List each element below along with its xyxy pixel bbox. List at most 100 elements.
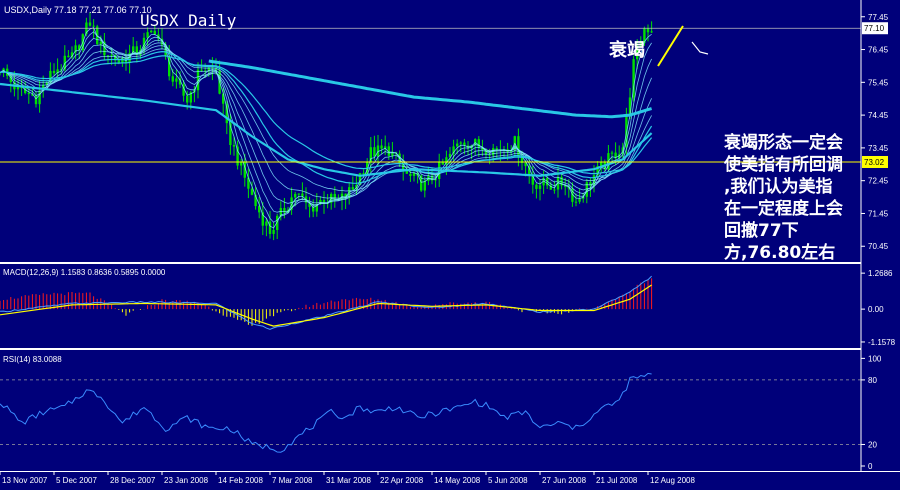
commentary-line-1: 衰竭形态一定会 — [723, 132, 843, 153]
candle-body — [484, 150, 488, 155]
current-price-label: 77.10 — [864, 24, 885, 33]
candle-body — [546, 178, 549, 186]
candle-body — [517, 136, 520, 158]
candle-body — [279, 208, 282, 216]
candle-body — [45, 82, 48, 85]
candle-body — [636, 45, 639, 60]
candle-body — [448, 153, 452, 158]
candle-body — [531, 174, 534, 185]
price-tick-label: 74.45 — [868, 111, 889, 120]
candle-body — [121, 58, 124, 63]
candle-body — [322, 199, 326, 204]
exhaustion-trendline — [657, 25, 684, 67]
candle-body — [225, 103, 228, 124]
time-tick-label: 27 Jun 2008 — [542, 476, 587, 485]
candle-body — [488, 154, 491, 156]
candle-body — [643, 28, 646, 43]
candle-body — [549, 185, 552, 190]
commentary: 衰竭形态一定会 使美指有所回调 ,我们认为美指 在一定程度上会 回撤77下 方,… — [723, 132, 843, 263]
candle-body — [250, 188, 254, 195]
candle-body — [574, 201, 578, 203]
rsi-panel: RSI(14) 83.0088 — [0, 355, 861, 453]
commentary-line-3: ,我们认为美指 — [724, 176, 832, 197]
candle-body — [283, 208, 286, 213]
candle-body — [369, 147, 372, 163]
candle-body — [272, 229, 275, 234]
ema-long-line — [0, 82, 653, 177]
ema-line — [0, 48, 652, 192]
candle-body — [333, 193, 336, 200]
candle-body — [128, 53, 131, 63]
candle-body — [60, 69, 63, 71]
commentary-line-4: 在一定程度上会 — [724, 198, 843, 219]
commentary-line-2: 使美指有所回调 — [723, 154, 843, 175]
current-price-box — [862, 22, 888, 35]
time-tick-label: 21 Jul 2008 — [596, 476, 638, 485]
candle-body — [78, 45, 81, 51]
candle-body — [578, 198, 581, 202]
candle-body — [31, 94, 34, 96]
time-tick-label: 12 Aug 2008 — [650, 476, 695, 485]
commentary-line-6: 方,76.80左右 — [724, 242, 835, 263]
candle-body — [240, 162, 243, 166]
ema-fan — [0, 27, 653, 229]
candle-body — [589, 182, 592, 186]
candle-body — [261, 212, 264, 226]
candle-body — [610, 152, 614, 154]
candle-body — [178, 78, 182, 85]
candle-body — [254, 194, 257, 207]
candle-body — [625, 114, 628, 148]
commentary-line-5: 回撤77下 — [724, 220, 799, 241]
exhaustion-label: 衰竭 — [608, 39, 645, 61]
time-tick-label: 7 Mar 2008 — [272, 476, 313, 485]
candle-body — [358, 173, 362, 186]
candle-body — [402, 164, 405, 170]
ema-slow-line — [208, 59, 653, 119]
candle-body — [27, 93, 30, 95]
hline-label: 73.02 — [864, 158, 885, 167]
candle-body — [200, 69, 203, 71]
ema-line — [0, 45, 652, 199]
macd-panel: MACD(12,26,9) 1.1583 0.8636 0.5895 0.000… — [0, 268, 653, 330]
rsi-line — [0, 372, 652, 453]
candle-body — [560, 176, 563, 186]
panel-separator — [0, 262, 861, 264]
candle-body — [477, 139, 480, 148]
candle-body — [362, 173, 365, 175]
candle-body — [542, 178, 545, 186]
candle-body — [344, 193, 347, 198]
candle-body — [258, 206, 261, 213]
macd-line — [0, 275, 652, 330]
price-tick-label: 77.45 — [868, 13, 889, 22]
macd-signal-line — [0, 284, 652, 327]
candle-body — [63, 55, 66, 70]
hline-box — [862, 155, 888, 168]
candle-body — [423, 180, 426, 191]
candle-body — [600, 161, 603, 167]
time-tick-label: 5 Jun 2008 — [488, 476, 528, 485]
time-tick-label: 5 Dec 2007 — [56, 476, 97, 485]
candle-body — [384, 146, 387, 149]
candle-body — [312, 206, 315, 212]
candle-body — [196, 69, 200, 91]
candle-body — [247, 177, 250, 189]
candle-body — [99, 41, 102, 45]
candle-body — [376, 145, 380, 157]
candle-body — [70, 52, 74, 58]
candle-body — [524, 162, 527, 167]
chart-title: USDX Daily — [140, 11, 237, 30]
candle-body — [117, 60, 120, 63]
candle-body — [538, 185, 542, 189]
price-panel — [0, 12, 861, 241]
candle-body — [646, 28, 650, 33]
candle-body — [175, 78, 178, 82]
candle-body — [168, 56, 171, 77]
candle-body — [535, 184, 538, 189]
time-tick-label: 22 Apr 2008 — [380, 476, 424, 485]
candle-body — [405, 169, 408, 174]
candle-body — [528, 166, 531, 175]
candle-body — [294, 193, 297, 198]
rsi-title: RSI(14) 83.0088 — [3, 355, 62, 364]
candle-body — [9, 75, 12, 83]
